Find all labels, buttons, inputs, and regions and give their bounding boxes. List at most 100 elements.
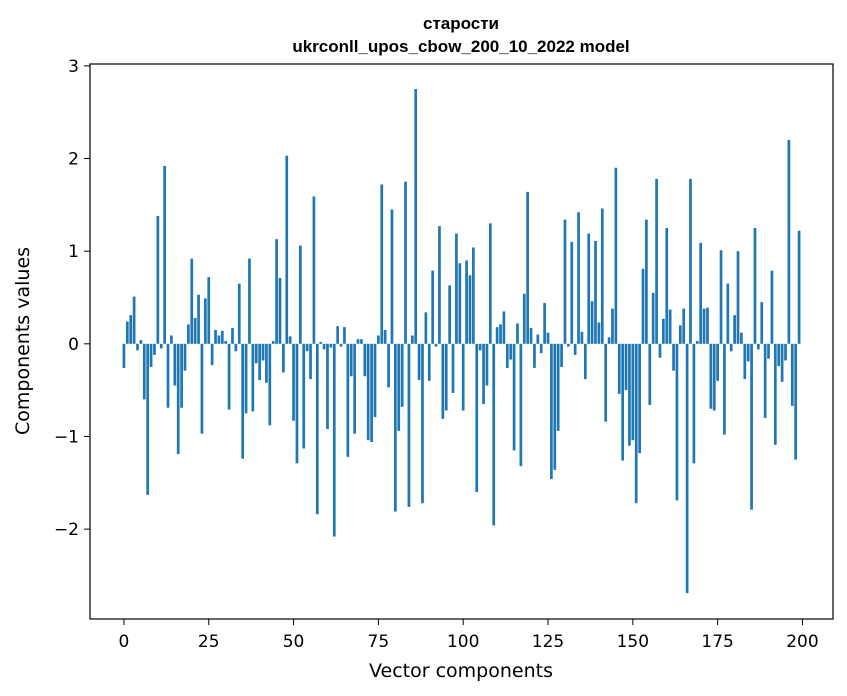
bar-101 xyxy=(465,260,468,344)
bar-98 xyxy=(455,233,458,344)
bar-156 xyxy=(651,292,655,344)
bar-5 xyxy=(139,340,143,344)
bar-32 xyxy=(231,328,234,344)
bar-166 xyxy=(685,343,689,594)
bar-155 xyxy=(648,343,652,405)
bar-102 xyxy=(468,275,472,344)
bar-4 xyxy=(136,343,139,351)
bar-136 xyxy=(583,343,587,380)
bar-158 xyxy=(658,343,662,358)
chart-title-line-1: старости xyxy=(423,14,499,33)
bar-176 xyxy=(719,250,723,344)
bar-117 xyxy=(519,343,523,467)
bar-83 xyxy=(404,181,407,344)
bar-115 xyxy=(512,343,516,451)
bar-179 xyxy=(729,343,733,352)
bar-23 xyxy=(200,343,204,434)
bar-144 xyxy=(611,308,614,344)
bar-28 xyxy=(217,335,221,344)
y-tick-label: −2 xyxy=(54,520,79,540)
bar-167 xyxy=(689,178,692,344)
bar-113 xyxy=(505,343,509,368)
bar-193 xyxy=(777,343,781,367)
x-tick-label: 175 xyxy=(701,632,733,652)
bar-92 xyxy=(434,343,438,347)
bar-76 xyxy=(380,184,384,344)
bar-126 xyxy=(550,343,553,480)
bar-9 xyxy=(153,343,156,355)
bar-170 xyxy=(699,242,703,344)
bar-6 xyxy=(142,343,146,400)
bar-143 xyxy=(607,337,611,344)
bar-25 xyxy=(207,277,211,344)
bar-55 xyxy=(309,343,312,380)
bar-152 xyxy=(638,343,641,454)
bar-85 xyxy=(410,335,414,344)
bar-169 xyxy=(695,341,699,344)
bar-162 xyxy=(672,343,675,371)
bar-104 xyxy=(475,343,479,493)
bar-15 xyxy=(173,343,177,386)
bar-127 xyxy=(553,343,557,470)
bar-161 xyxy=(668,309,672,344)
bar-159 xyxy=(662,318,665,344)
bar-124 xyxy=(543,303,546,344)
bar-182 xyxy=(740,332,743,344)
bar-40 xyxy=(258,343,261,380)
bar-181 xyxy=(736,251,740,344)
bar-119 xyxy=(526,191,530,344)
bar-0 xyxy=(122,343,126,368)
bar-64 xyxy=(339,343,343,347)
y-tick-label: 2 xyxy=(68,150,79,170)
bar-17 xyxy=(180,343,183,408)
x-tick-label: 0 xyxy=(119,632,130,652)
bar-194 xyxy=(780,343,784,382)
bar-70 xyxy=(360,339,363,344)
bar-129 xyxy=(560,343,563,367)
bar-63 xyxy=(336,326,340,344)
y-axis-label: Components values xyxy=(12,247,34,435)
bar-88 xyxy=(421,343,424,504)
bar-71 xyxy=(363,343,367,377)
bar-65 xyxy=(343,327,346,344)
bar-66 xyxy=(346,343,350,457)
bar-36 xyxy=(244,343,248,414)
bar-53 xyxy=(302,343,306,449)
bar-165 xyxy=(682,308,686,344)
bar-12 xyxy=(163,165,166,344)
bar-3 xyxy=(132,296,136,344)
bar-178 xyxy=(726,283,730,344)
bar-57 xyxy=(315,343,319,515)
bar-89 xyxy=(424,312,428,344)
bar-34 xyxy=(237,283,241,344)
bar-44 xyxy=(271,341,275,344)
bar-26 xyxy=(210,343,214,366)
bar-187 xyxy=(757,343,760,350)
bar-69 xyxy=(356,339,360,344)
bar-132 xyxy=(570,241,574,344)
bar-49 xyxy=(288,336,292,344)
bar-153 xyxy=(641,268,645,344)
bar-74 xyxy=(373,343,377,418)
bar-19 xyxy=(187,324,190,344)
bar-154 xyxy=(645,219,648,344)
bar-27 xyxy=(214,329,217,344)
bar-130 xyxy=(563,219,567,344)
bar-150 xyxy=(631,343,635,441)
x-tick-label: 150 xyxy=(617,632,649,652)
bar-37 xyxy=(248,258,251,344)
bar-38 xyxy=(251,343,255,412)
y-tick-label: 0 xyxy=(68,335,79,355)
bar-93 xyxy=(438,226,441,344)
bar-91 xyxy=(431,270,435,344)
bar-61 xyxy=(329,343,333,348)
bar-110 xyxy=(495,327,499,344)
bar-183 xyxy=(743,343,747,380)
bar-173 xyxy=(709,343,713,409)
x-tick-label: 75 xyxy=(368,632,390,652)
bar-148 xyxy=(624,343,628,391)
bar-21 xyxy=(193,317,197,344)
bar-123 xyxy=(539,343,543,354)
bar-72 xyxy=(366,343,370,441)
